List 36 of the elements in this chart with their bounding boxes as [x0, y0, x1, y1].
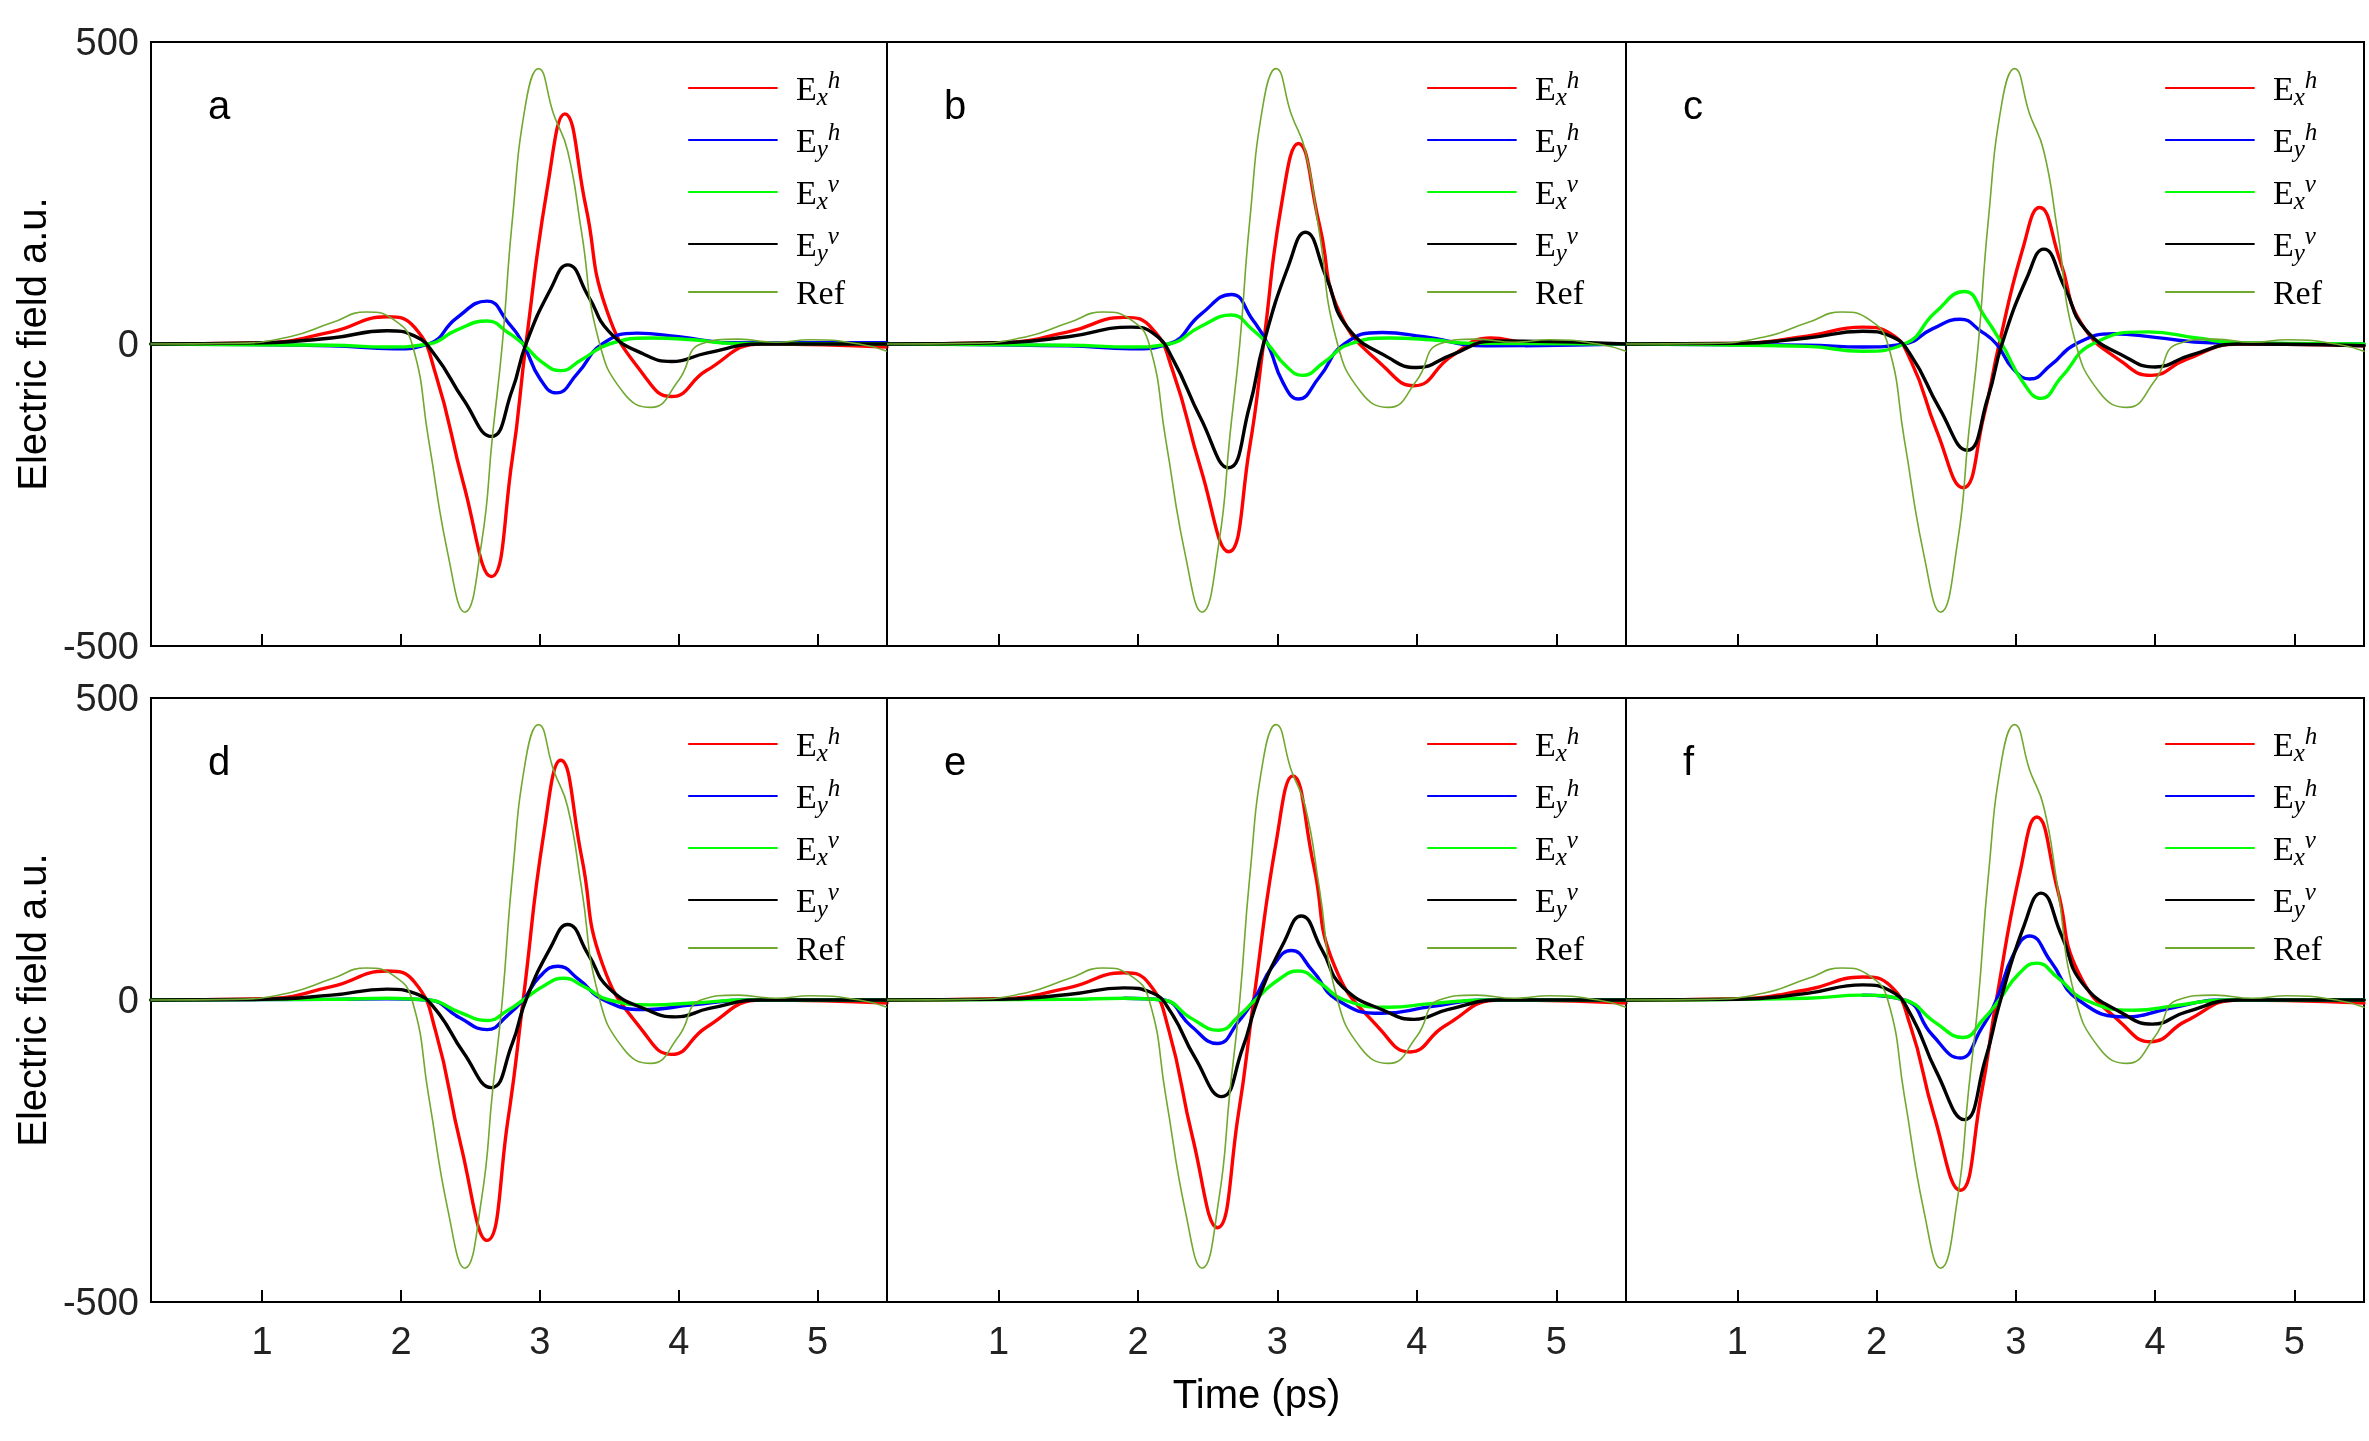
x-tick-label: 5 [1545, 1320, 1567, 1362]
x-tick-label: 3 [529, 1320, 551, 1362]
x-tick-label: 4 [668, 1320, 690, 1362]
text: c [1683, 83, 1703, 127]
x-axis-title: Time (ps) [1172, 1372, 1341, 1416]
y-tick-label: 500 [75, 677, 139, 719]
x-tick-label: 1 [251, 1320, 273, 1362]
text: f [1683, 739, 1695, 783]
x-tick-label: 2 [1866, 1320, 1888, 1362]
x-tick-label: 2 [390, 1320, 412, 1362]
legend-label: Ref [1534, 929, 1585, 967]
legend-label: Ref [2272, 929, 2323, 967]
text: a [208, 83, 231, 127]
y-tick-label: 0 [117, 323, 139, 365]
y-axis-title: Electric field a.u. [10, 197, 55, 491]
x-tick-label: 5 [2283, 1320, 2305, 1362]
x-tick-label: 1 [1726, 1320, 1748, 1362]
x-tick-label: 3 [2005, 1320, 2027, 1362]
text: d [208, 739, 231, 783]
x-tick-label: 2 [1127, 1320, 1149, 1362]
legend-label: Ref [795, 273, 846, 311]
text: b [944, 83, 967, 127]
legend-label: Ref [2272, 273, 2323, 311]
x-tick-label: 4 [1406, 1320, 1428, 1362]
x-tick-label: 3 [1266, 1320, 1288, 1362]
y-tick-label: 500 [75, 21, 139, 63]
y-tick-label: 0 [117, 979, 139, 1021]
x-tick-label: 4 [2144, 1320, 2166, 1362]
legend-label: Ref [795, 929, 846, 967]
legend-label: Ref [1534, 273, 1585, 311]
text: e [944, 739, 967, 783]
x-tick-label: 1 [987, 1320, 1010, 1362]
y-axis-title: Electric field a.u. [10, 853, 55, 1147]
y-tick-label: -500 [62, 625, 139, 667]
y-tick-label: -500 [62, 1281, 139, 1323]
x-tick-label: 5 [807, 1320, 829, 1362]
